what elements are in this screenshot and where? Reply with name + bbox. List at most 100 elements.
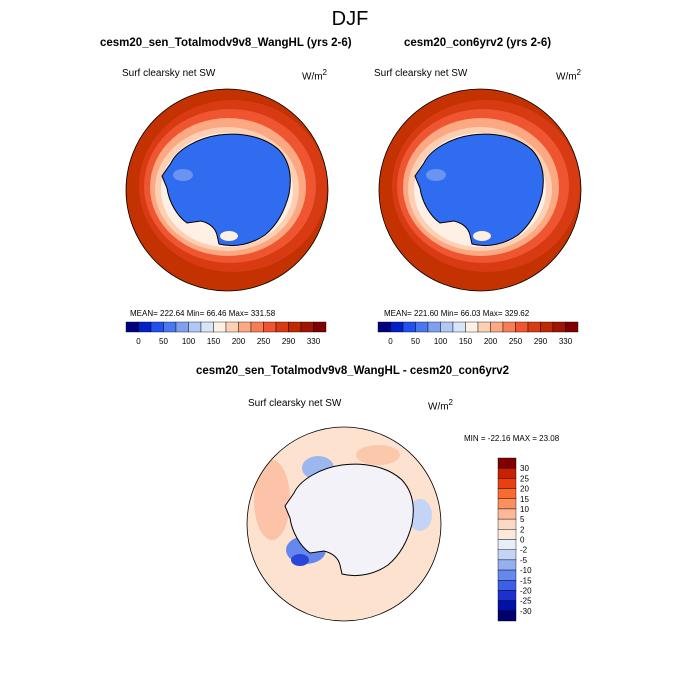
colorbar-1-swatch (163, 321, 177, 333)
colorbar-1-swatch (125, 321, 139, 333)
colorbar-3-tick-label: 25 (520, 474, 529, 483)
panel-1-units: W/m2 (302, 68, 327, 82)
colorbar-3-tick-label: 0 (520, 536, 525, 545)
map-1-ice-shelf-west (173, 169, 193, 181)
colorbar-2-tick-label: 250 (509, 337, 523, 346)
colorbar-3-swatch (497, 610, 517, 622)
panel-2-units-exp: 2 (576, 68, 581, 77)
panel-2-stats: MEAN= 221.60 Min= 66.03 Max= 329.62 (384, 309, 530, 318)
panel-1-units-base: W/m (302, 71, 323, 83)
colorbar-1-swatch (213, 321, 227, 333)
colorbar-3-swatch (497, 518, 517, 530)
panel-1-variable-label: Surf clearsky net SW (122, 68, 216, 79)
map-3 (246, 426, 442, 622)
colorbar-3-tick-label: 20 (520, 485, 529, 494)
colorbar-2-tick-label: 290 (534, 337, 548, 346)
colorbar-3-tick-label: 30 (520, 464, 529, 473)
colorbar-1-swatch (150, 321, 164, 333)
colorbar-2-swatch (440, 321, 454, 333)
colorbar-3-tick-label: -10 (520, 566, 532, 575)
colorbar-2-swatch (465, 321, 479, 333)
colorbar-2-swatch (540, 321, 554, 333)
colorbar-2-swatch (427, 321, 441, 333)
colorbar-1-swatch (300, 321, 314, 333)
colorbar-3-swatch (497, 498, 517, 510)
colorbar-3-tick-label: -15 (520, 576, 532, 585)
panel-3-units: W/m2 (428, 398, 453, 412)
colorbar-2-swatch (452, 321, 466, 333)
figure-title: DJF (331, 8, 369, 30)
colorbar-1-swatch (175, 321, 189, 333)
colorbar-1: 0 50 100 150 200 250 290 330 (125, 321, 327, 346)
colorbar-3-tick-label: -20 (520, 586, 532, 595)
colorbar-1-swatch (263, 321, 277, 333)
map-3-anomaly-east (408, 499, 432, 531)
panel-1-stats: MEAN= 222.64 Min= 66.46 Max= 331.58 (130, 309, 276, 318)
colorbar-1-tick-label: 250 (257, 337, 271, 346)
colorbar-2-swatch (515, 321, 529, 333)
colorbar-2-swatch (477, 321, 491, 333)
colorbar-1-tick-label: 150 (207, 337, 221, 346)
panel-1-title: cesm20_sen_Totalmodv9v8_WangHL (yrs 2-6) (100, 37, 352, 49)
map-2-ross-sea (473, 231, 491, 241)
panel-2-units: W/m2 (556, 68, 581, 82)
map-3-anomaly-west-warm (254, 460, 290, 540)
colorbar-2-swatch (377, 321, 391, 333)
colorbar-2-swatch (565, 321, 579, 333)
colorbar-2-swatch (527, 321, 541, 333)
panel-3-variable-label: Surf clearsky net SW (248, 398, 342, 409)
colorbar-1-tick-label: 290 (282, 337, 296, 346)
colorbar-1-swatch (313, 321, 327, 333)
panel-2-variable-label: Surf clearsky net SW (374, 68, 468, 79)
colorbar-2-swatch (390, 321, 404, 333)
colorbar-3-swatch (497, 549, 517, 561)
panel-3-stats: MIN = -22.16 MAX = 23.08 (464, 434, 560, 443)
colorbar-3-swatch (497, 569, 517, 581)
colorbar-1-swatch (138, 321, 152, 333)
colorbar-1-tick-label: 100 (182, 337, 196, 346)
colorbar-3-swatch (497, 457, 517, 469)
colorbar-3-tick-label: 15 (520, 495, 529, 504)
panel-3-title: cesm20_sen_Totalmodv9v8_WangHL - cesm20_… (196, 365, 509, 377)
colorbar-1-swatch (188, 321, 202, 333)
colorbar-1-swatch (275, 321, 289, 333)
colorbar-1-tick-label: 50 (159, 337, 168, 346)
map-3-frame (246, 426, 442, 622)
colorbar-1-tick-label: 330 (307, 337, 321, 346)
colorbar-1-swatch (200, 321, 214, 333)
colorbar-2-tick-label: 50 (411, 337, 420, 346)
colorbar-3-tick-label: -5 (520, 556, 528, 565)
map-3-anomaly-north-warm (356, 445, 400, 465)
map-1 (125, 88, 329, 292)
colorbar-3-swatch (497, 600, 517, 612)
colorbar-1-swatch (250, 321, 264, 333)
colorbar-3-swatch (497, 478, 517, 489)
colorbar-1-swatch (225, 321, 239, 333)
colorbar-3-tick-label: 10 (520, 505, 529, 514)
panel-3-units-base: W/m (428, 401, 449, 413)
colorbar-3-swatch (497, 529, 517, 540)
panel-1-units-exp: 2 (322, 68, 327, 77)
colorbar-2-swatch (552, 321, 566, 333)
colorbar-3-tick-label: -2 (520, 546, 528, 555)
colorbar-3-tick-label: 5 (520, 515, 525, 524)
colorbar-2-swatch (490, 321, 504, 333)
panel-3-units-exp: 2 (448, 398, 453, 407)
colorbar-3-swatch (497, 467, 517, 479)
colorbar-2-tick-label: 150 (459, 337, 473, 346)
colorbar-3-tick-label: -25 (520, 597, 532, 606)
colorbar-2-tick-label: 100 (434, 337, 448, 346)
colorbar-1-tick-label: 200 (232, 337, 246, 346)
colorbar-1-swatch (288, 321, 302, 333)
map-2-ice-shelf-west (426, 169, 446, 181)
colorbar-2: 0 50 100 150 200 250 290 330 (377, 321, 579, 346)
colorbar-3-tick-label: 2 (520, 525, 525, 534)
colorbar-3-swatch (497, 590, 517, 601)
colorbar-2-swatch (415, 321, 429, 333)
panel-2-title: cesm20_con6yrv2 (yrs 2-6) (404, 37, 552, 49)
colorbar-2-swatch (502, 321, 516, 333)
colorbar-2-tick-label: 200 (484, 337, 498, 346)
map-2 (378, 88, 582, 292)
